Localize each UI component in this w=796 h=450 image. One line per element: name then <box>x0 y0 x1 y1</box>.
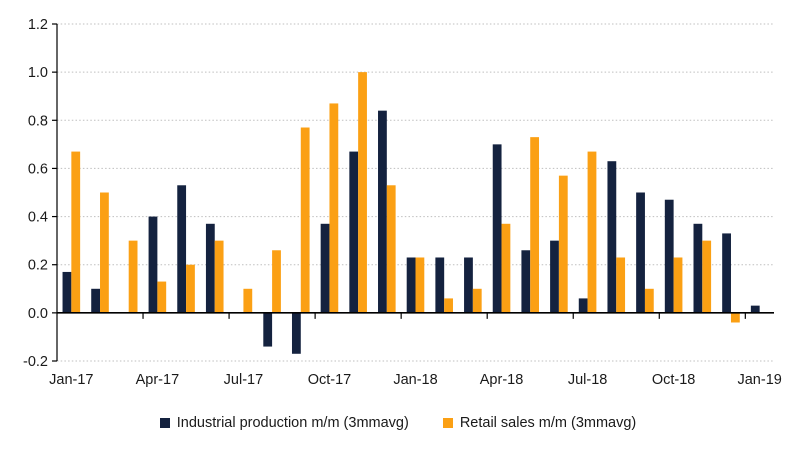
legend-item-retail-sales: Retail sales m/m (3mmavg) <box>442 415 637 431</box>
bar-industrial-production <box>464 257 473 313</box>
y-axis-label: 0.6 <box>28 161 48 177</box>
y-axis-label: 0.0 <box>28 306 48 322</box>
bar-retail-sales <box>358 72 367 313</box>
bar-retail-sales <box>730 312 740 323</box>
bar-industrial-production <box>62 271 72 313</box>
y-axis-label: 1.2 <box>28 17 48 33</box>
x-axis-label: Oct-17 <box>308 372 352 388</box>
bar-industrial-production <box>636 192 645 313</box>
x-axis-label: Apr-18 <box>480 372 524 388</box>
bar-industrial-production <box>378 110 387 313</box>
bar-industrial-production <box>664 199 674 313</box>
legend-item-industrial-production: Industrial production m/m (3mmavg) <box>159 415 409 431</box>
x-axis-label: Jan-19 <box>737 372 781 388</box>
bar-retail-sales <box>644 288 654 313</box>
y-axis-label: 0.8 <box>28 113 48 129</box>
y-axis-label: -0.2 <box>23 354 48 370</box>
bar-retail-sales <box>501 223 511 313</box>
x-axis-label: Jul-18 <box>568 372 608 388</box>
bar-retail-sales <box>558 175 568 313</box>
bar-industrial-production <box>750 305 760 313</box>
bar-retail-sales <box>128 240 138 313</box>
bar-industrial-production <box>722 233 731 313</box>
x-axis-label: Jan-17 <box>49 372 93 388</box>
y-axis-label: 0.4 <box>28 210 48 226</box>
bar-retail-sales <box>157 281 167 313</box>
bar-industrial-production <box>263 312 273 347</box>
bar-industrial-production <box>406 257 416 313</box>
bar-industrial-production <box>521 250 531 313</box>
bar-industrial-production <box>91 288 101 313</box>
x-axis-label: Oct-18 <box>652 372 696 388</box>
bar-retail-sales <box>272 250 281 313</box>
bar-retail-sales <box>673 257 683 313</box>
bar-industrial-production <box>435 257 445 313</box>
bar-industrial-production <box>177 185 187 313</box>
legend-swatch-industrial-production <box>159 418 170 428</box>
y-axis-label: 0.2 <box>28 258 48 274</box>
chart-legend: Industrial production m/m (3mmavg) Retai… <box>0 412 796 434</box>
bar-industrial-production <box>578 298 588 313</box>
bar-retail-sales <box>243 288 253 313</box>
bar-retail-sales <box>386 185 396 313</box>
bar-industrial-production <box>607 161 617 313</box>
bar-retail-sales <box>300 127 310 313</box>
bar-retail-sales <box>71 151 81 313</box>
bar-retail-sales <box>415 257 425 313</box>
bar-retail-sales <box>186 264 195 313</box>
legend-swatch-retail-sales <box>442 418 453 428</box>
x-axis-label: Apr-17 <box>136 372 180 388</box>
bar-retail-sales <box>472 288 482 313</box>
bar-industrial-production <box>320 223 330 313</box>
bar-retail-sales <box>616 257 626 313</box>
bar-retail-sales <box>100 192 109 313</box>
bar-retail-sales <box>587 151 597 313</box>
bar-retail-sales <box>214 240 224 313</box>
bar-industrial-production <box>550 240 559 313</box>
bar-industrial-production <box>492 144 502 313</box>
x-axis-label: Jan-18 <box>393 372 437 388</box>
legend-label-retail-sales: Retail sales m/m (3mmavg) <box>459 415 637 431</box>
bar-retail-sales <box>329 103 339 313</box>
bar-retail-sales <box>444 298 453 313</box>
bar-industrial-production <box>693 223 703 313</box>
bar-industrial-production <box>205 223 215 313</box>
bar-retail-sales <box>702 240 712 313</box>
bar-retail-sales <box>530 137 540 313</box>
bar-industrial-production <box>291 312 301 354</box>
y-axis-label: 1.0 <box>28 65 48 81</box>
legend-label-industrial-production: Industrial production m/m (3mmavg) <box>176 415 409 431</box>
x-axis-label: Jul-17 <box>224 372 264 388</box>
bar-industrial-production <box>148 216 158 313</box>
bar-industrial-production <box>349 151 359 313</box>
